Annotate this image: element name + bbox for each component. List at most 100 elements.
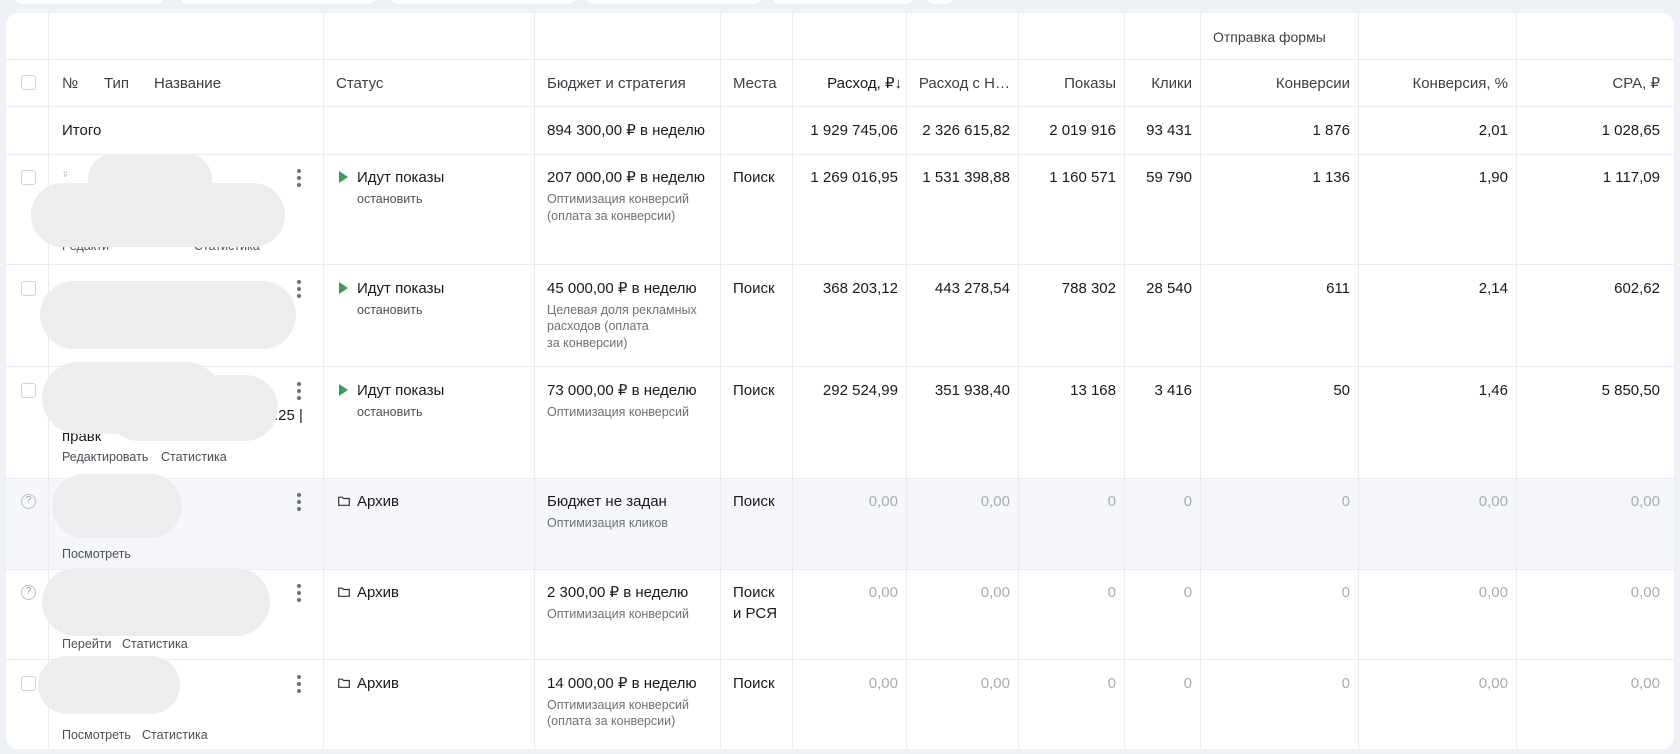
row-impressions: 0 (1107, 675, 1116, 692)
row-conversions: 0 (1341, 675, 1350, 692)
filter-tab[interactable] (180, 0, 376, 4)
row-spend-vat: 0,00 (980, 493, 1010, 510)
col-header-spend-vat[interactable]: Расход с Н… (918, 75, 1010, 92)
row-budget[interactable]: Бюджет не задан (547, 493, 667, 510)
total-budget: 894 300,00 ₽ в неделю (547, 122, 705, 139)
row-clicks: 0 (1183, 584, 1192, 601)
filter-tab[interactable] (926, 0, 954, 4)
row-status: Архив (357, 675, 400, 692)
select-all-checkbox[interactable] (21, 75, 36, 90)
col-header-conversions[interactable]: Конверсии (1275, 75, 1350, 92)
total-conversions: 1 876 (1312, 122, 1350, 139)
row-checkbox[interactable] (21, 281, 36, 296)
row-conv-rate: 1,46 (1478, 382, 1508, 399)
row-status-action[interactable]: остановить (357, 405, 423, 419)
row-conversions: 1 136 (1312, 169, 1350, 186)
filter-tab[interactable] (14, 0, 164, 4)
row-action-view[interactable]: Посмотреть (62, 547, 131, 561)
row-conversions: 0 (1341, 493, 1350, 510)
row-menu-icon[interactable] (297, 675, 301, 693)
row-spend: 292 524,99 (822, 382, 898, 399)
row-strategy: (оплата за конверсии) (547, 209, 676, 223)
row-impressions: 0 (1107, 493, 1116, 510)
row-strategy: (оплата за конверсии) (547, 714, 676, 728)
row-spend: 368 203,12 (822, 280, 898, 297)
row-cpa: 1 117,09 (1602, 169, 1660, 186)
filter-tab[interactable] (390, 0, 576, 4)
row-budget[interactable]: 207 000,00 ₽ в неделю (547, 169, 705, 186)
row-conv-rate: 1,90 (1478, 169, 1508, 186)
row-spend-vat: 443 278,54 (934, 280, 1010, 297)
redacted-name (52, 474, 182, 538)
filter-tab[interactable] (586, 0, 762, 4)
row-impressions: 1 160 571 (1049, 169, 1116, 186)
row-menu-icon[interactable] (297, 169, 301, 187)
row-status-action[interactable]: остановить (357, 303, 423, 317)
col-header-clicks[interactable]: Клики (1151, 75, 1192, 92)
row-action-edit[interactable]: Редактировать (62, 450, 149, 464)
row-action-view[interactable]: Посмотреть (62, 728, 131, 742)
campaign-name-fragment[interactable]: .25 | (274, 407, 303, 424)
row-budget[interactable]: 73 000,00 ₽ в неделю (547, 382, 697, 399)
row-clicks: 28 540 (1146, 280, 1192, 297)
help-icon[interactable]: ? (21, 585, 36, 600)
row-clicks: 59 790 (1146, 169, 1192, 186)
row-strategy: Оптимизация конверсий (547, 698, 689, 712)
col-header-type[interactable]: Тип (104, 75, 130, 92)
row-menu-icon[interactable] (297, 280, 301, 298)
row-status-action[interactable]: остановить (357, 192, 423, 206)
row-conv-rate: 0,00 (1478, 493, 1508, 510)
row-checkbox[interactable] (21, 170, 36, 185)
play-icon (339, 171, 348, 183)
help-icon[interactable]: ? (21, 494, 36, 509)
row-cpa: 0,00 (1630, 584, 1660, 601)
row-cpa: 5 850,50 (1601, 382, 1660, 399)
row-status: Идут показы (357, 169, 445, 186)
row-spend-vat: 351 938,40 (934, 382, 1010, 399)
row-spend-vat: 0,00 (980, 675, 1010, 692)
row-places: и РСЯ (733, 605, 778, 622)
row-spend-vat: 0,00 (980, 584, 1010, 601)
row-spend: 0,00 (868, 675, 898, 692)
col-header-impressions[interactable]: Показы (1064, 75, 1116, 92)
folder-icon (338, 587, 350, 597)
row-menu-icon[interactable] (297, 382, 301, 400)
total-impressions: 2 019 916 (1049, 122, 1116, 139)
row-conversions: 50 (1333, 382, 1350, 399)
row-menu-icon[interactable] (297, 584, 301, 602)
col-header-conv-rate[interactable]: Конверсия, % (1412, 75, 1508, 92)
row-conv-rate: 0,00 (1478, 675, 1508, 692)
row-spend-vat: 1 531 398,88 (922, 169, 1010, 186)
row-impressions: 13 168 (1070, 382, 1116, 399)
col-header-name[interactable]: Название (154, 75, 222, 92)
total-clicks: 93 431 (1146, 122, 1192, 139)
col-header-spend[interactable]: Расход, ₽↓ (827, 75, 902, 92)
row-checkbox[interactable] (21, 383, 36, 398)
folder-icon (338, 678, 350, 688)
row-action-go[interactable]: Перейти (62, 637, 112, 651)
redacted-name (40, 281, 296, 349)
row-clicks: 3 416 (1154, 382, 1192, 399)
col-header-places[interactable]: Места (733, 75, 777, 92)
col-header-cpa[interactable]: CPA, ₽ (1612, 75, 1660, 92)
filter-tab[interactable] (772, 0, 914, 4)
row-status: Архив (357, 493, 400, 510)
folder-icon (338, 496, 350, 506)
row-action-stats[interactable]: Статистика (142, 728, 208, 742)
row-budget[interactable]: 14 000,00 ₽ в неделю (547, 675, 697, 692)
campaign-type-icon: ⍤ (62, 169, 69, 181)
row-budget[interactable]: 2 300,00 ₽ в неделю (547, 584, 689, 601)
row-action-stats[interactable]: Статистика (161, 450, 227, 464)
row-checkbox[interactable] (21, 676, 36, 691)
row-budget[interactable]: 45 000,00 ₽ в неделю (547, 280, 697, 297)
row-menu-icon[interactable] (297, 493, 301, 511)
col-header-budget[interactable]: Бюджет и стратегия (547, 75, 686, 92)
row-conversions: 611 (1326, 280, 1350, 297)
row-strategy: за конверсии) (547, 336, 628, 350)
total-label: Итого (62, 122, 102, 139)
row-spend: 0,00 (868, 584, 898, 601)
col-header-status[interactable]: Статус (336, 75, 384, 92)
row-spend: 1 269 016,95 (810, 169, 898, 186)
col-header-num[interactable]: № (62, 75, 79, 92)
row-action-stats[interactable]: Статистика (122, 637, 188, 651)
